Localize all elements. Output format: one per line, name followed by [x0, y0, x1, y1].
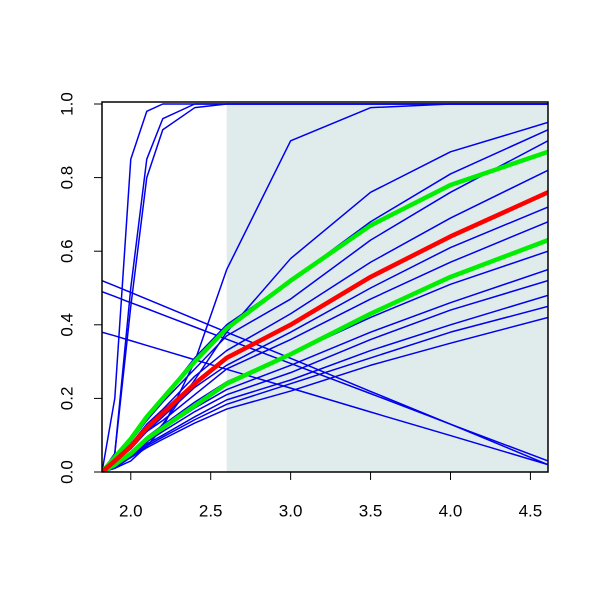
y-tick-label: 0.6	[57, 239, 76, 263]
y-tick-label: 0.2	[57, 387, 76, 411]
series-line	[102, 149, 548, 472]
series-line	[102, 103, 548, 472]
series-line	[102, 290, 548, 462]
plot-box	[101, 101, 549, 473]
x-tick-label: 3.0	[279, 501, 303, 520]
series-line	[102, 238, 548, 472]
x-tick-label: 4.0	[439, 501, 463, 520]
series-line	[102, 190, 548, 472]
plot-lines	[102, 103, 548, 472]
x-tick-label: 2.5	[199, 501, 223, 520]
series-line	[102, 279, 548, 466]
x-tick-label: 3.5	[359, 501, 383, 520]
y-tick-label: 0.4	[57, 313, 76, 337]
y-tick-label: 0.8	[57, 166, 76, 190]
y-tick-label: 0.0	[57, 460, 76, 484]
x-tick-label: 2.0	[119, 501, 143, 520]
series-line	[102, 316, 548, 472]
x-tick-label: 4.5	[519, 501, 543, 520]
y-tick-label: 1.0	[57, 92, 76, 116]
